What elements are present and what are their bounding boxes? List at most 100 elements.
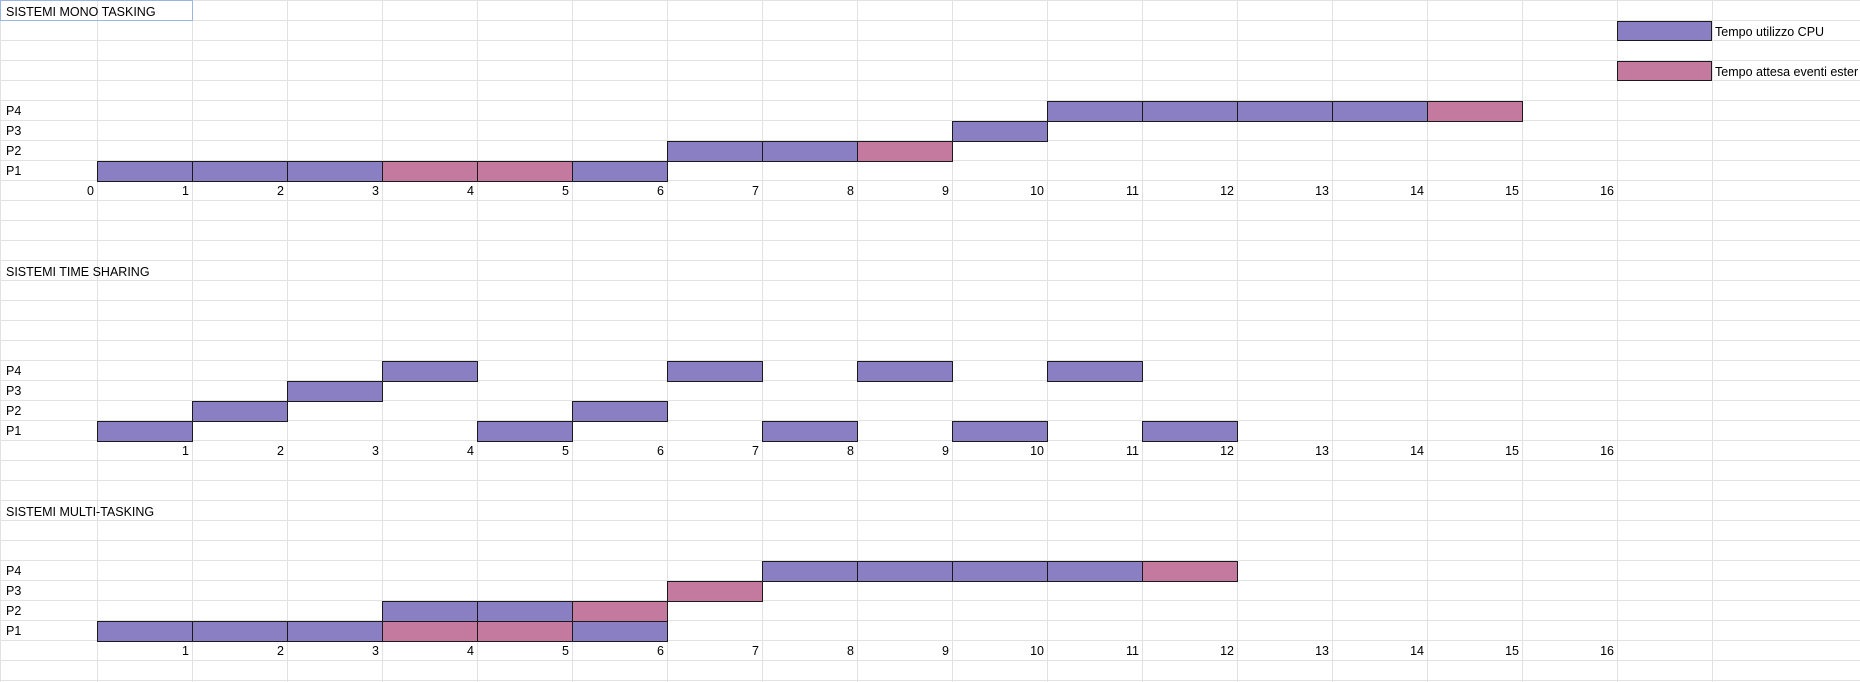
- time-axis-tick: 10: [1030, 444, 1044, 458]
- time-axis-tick: 15: [1505, 444, 1519, 458]
- legend-cpu-swatch: [1617, 21, 1712, 41]
- time-axis-tick: 6: [657, 644, 664, 658]
- time-axis-tick: 11: [1126, 184, 1139, 198]
- time-axis-tick: 6: [657, 184, 664, 198]
- gantt-bar-cpu: [572, 621, 668, 642]
- time-axis-tick: 12: [1220, 444, 1234, 458]
- gantt-bar-cpu: [477, 421, 573, 442]
- process-label-p3: P3: [6, 124, 22, 138]
- time-axis-tick: 3: [372, 644, 379, 658]
- gantt-bar-cpu: [382, 601, 478, 622]
- time-axis-tick: 0: [87, 184, 94, 198]
- time-axis-tick: 3: [372, 444, 379, 458]
- time-axis-tick: 8: [847, 444, 854, 458]
- gantt-bar-wait: [477, 161, 573, 182]
- process-label-p4: P4: [6, 104, 22, 118]
- process-label-p2: P2: [6, 404, 22, 418]
- process-label-p1: P1: [6, 164, 22, 178]
- process-label-p3: P3: [6, 384, 22, 398]
- gantt-bar-cpu: [192, 161, 288, 182]
- gantt-bar-cpu: [572, 401, 668, 422]
- time-axis-tick: 16: [1600, 444, 1614, 458]
- time-axis-tick: 4: [467, 184, 474, 198]
- gantt-bar-cpu: [477, 601, 573, 622]
- gantt-bar-wait: [1142, 561, 1238, 582]
- time-axis-tick: 5: [562, 184, 569, 198]
- legend-wait-swatch: [1617, 61, 1712, 81]
- time-axis-tick: 14: [1410, 644, 1424, 658]
- process-label-p4: P4: [6, 564, 22, 578]
- gantt-bar-cpu: [382, 361, 478, 382]
- process-label-p1: P1: [6, 424, 22, 438]
- gantt-bar-cpu: [97, 421, 193, 442]
- gantt-bar-wait: [382, 621, 478, 642]
- gantt-bar-cpu: [97, 621, 193, 642]
- gantt-bar-cpu: [572, 161, 668, 182]
- gantt-bar-cpu: [762, 561, 858, 582]
- time-axis-tick: 12: [1220, 644, 1234, 658]
- time-axis-tick: 8: [847, 644, 854, 658]
- gantt-bar-cpu: [1047, 361, 1143, 382]
- time-axis-tick: 1: [182, 444, 189, 458]
- section-title-time-sharing: SISTEMI TIME SHARING: [6, 265, 150, 279]
- gantt-bar-cpu: [762, 421, 858, 442]
- gantt-bar-wait: [857, 141, 953, 162]
- process-label-p3: P3: [6, 584, 22, 598]
- gantt-bar-cpu: [97, 161, 193, 182]
- time-axis-tick: 12: [1220, 184, 1234, 198]
- gantt-bar-cpu: [287, 621, 383, 642]
- time-axis-tick: 9: [942, 644, 949, 658]
- time-axis-tick: 10: [1030, 184, 1044, 198]
- time-axis-tick: 14: [1410, 444, 1424, 458]
- time-axis-tick: 15: [1505, 644, 1519, 658]
- time-axis-tick: 4: [467, 444, 474, 458]
- gantt-bar-cpu: [287, 161, 383, 182]
- time-axis-tick: 8: [847, 184, 854, 198]
- gantt-bar-wait: [382, 161, 478, 182]
- gantt-bar-wait: [477, 621, 573, 642]
- selected-cell[interactable]: [0, 0, 193, 21]
- time-axis-tick: 1: [182, 644, 189, 658]
- gantt-bar-cpu: [287, 381, 383, 402]
- time-axis-tick: 6: [657, 444, 664, 458]
- process-label-p2: P2: [6, 604, 22, 618]
- process-label-p1: P1: [6, 624, 22, 638]
- time-axis-tick: 16: [1600, 184, 1614, 198]
- legend-cpu-label: Tempo utilizzo CPU: [1715, 25, 1825, 39]
- gantt-bar-cpu: [1047, 101, 1143, 122]
- gantt-bar-wait: [1427, 101, 1523, 122]
- time-axis-tick: 16: [1600, 644, 1614, 658]
- gantt-bar-cpu: [1047, 561, 1143, 582]
- time-axis-tick: 5: [562, 644, 569, 658]
- gantt-bar-cpu: [192, 401, 288, 422]
- gantt-bar-cpu: [1142, 421, 1238, 442]
- gantt-bar-cpu: [1142, 101, 1238, 122]
- time-axis-tick: 2: [277, 184, 284, 198]
- time-axis-tick: 9: [942, 184, 949, 198]
- time-axis-tick: 7: [752, 644, 759, 658]
- gantt-bar-cpu: [762, 141, 858, 162]
- process-label-p2: P2: [6, 144, 22, 158]
- time-axis-tick: 15: [1505, 184, 1519, 198]
- time-axis-tick: 4: [467, 644, 474, 658]
- time-axis-tick: 3: [372, 184, 379, 198]
- time-axis-tick: 9: [942, 444, 949, 458]
- time-axis-tick: 7: [752, 444, 759, 458]
- gantt-bar-cpu: [667, 141, 763, 162]
- gantt-bar-cpu: [1332, 101, 1428, 122]
- gantt-bar-cpu: [857, 361, 953, 382]
- legend-wait-label: Tempo attesa eventi ester: [1715, 65, 1859, 79]
- time-axis-tick: 13: [1315, 184, 1329, 198]
- time-axis-tick: 13: [1315, 444, 1329, 458]
- time-axis-tick: 2: [277, 644, 284, 658]
- gantt-bar-cpu: [857, 561, 953, 582]
- gantt-bar-cpu: [192, 621, 288, 642]
- time-axis-tick: 2: [277, 444, 284, 458]
- time-axis-tick: 5: [562, 444, 569, 458]
- gantt-bar-wait: [667, 581, 763, 602]
- time-axis-tick: 14: [1410, 184, 1424, 198]
- time-axis-tick: 1: [182, 184, 189, 198]
- time-axis-tick: 7: [752, 184, 759, 198]
- time-axis-tick: 10: [1030, 644, 1044, 658]
